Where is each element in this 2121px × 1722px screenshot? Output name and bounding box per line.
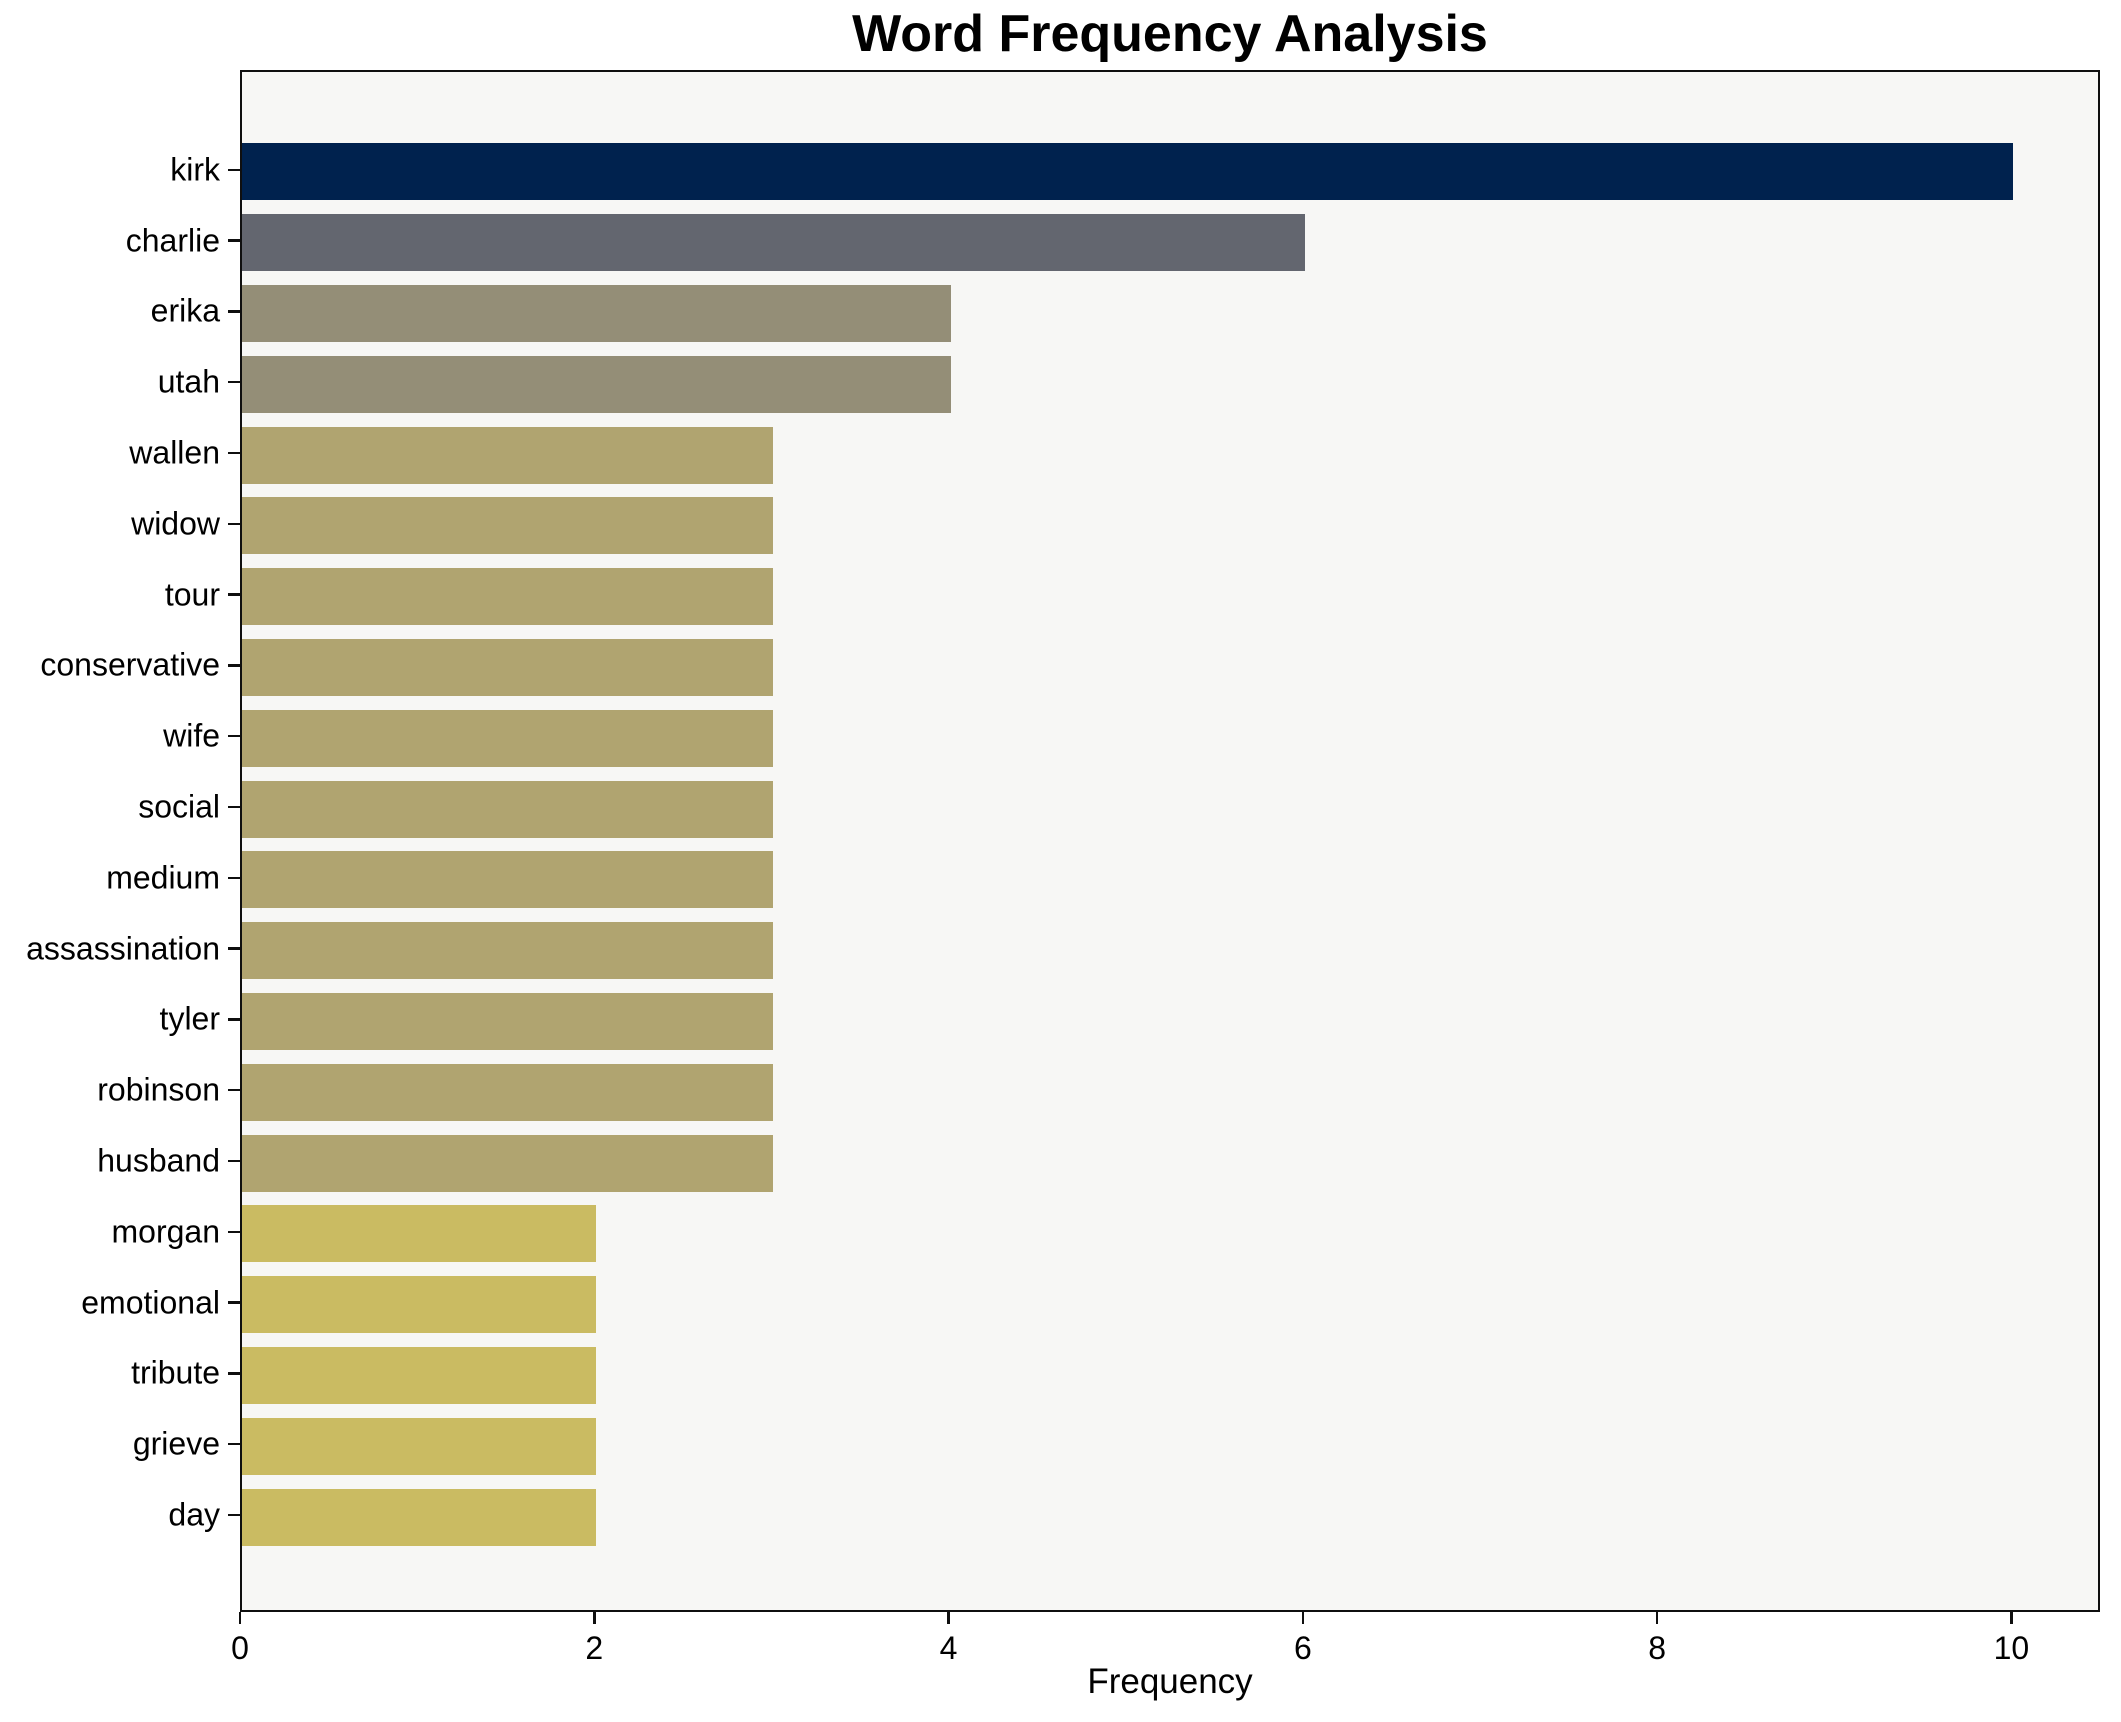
- y-tick-label-grieve: grieve: [132, 1425, 220, 1462]
- bar-assassination: [242, 922, 774, 980]
- x-tick-label-10: 10: [1993, 1630, 2030, 1666]
- y-tick-mark: [228, 310, 240, 313]
- y-tick-mark: [228, 1018, 240, 1021]
- y-tick-label-conservative: conservative: [40, 646, 220, 683]
- y-tick-mark: [228, 876, 240, 880]
- y-tick-label-emotional: emotional: [81, 1284, 220, 1321]
- y-tick-mark: [228, 1088, 240, 1092]
- y-tick-mark: [228, 1230, 240, 1234]
- x-tick-mark: [1301, 1612, 1305, 1624]
- x-tick-label-8: 8: [1648, 1630, 1667, 1666]
- bar-charlie: [242, 214, 1305, 272]
- y-tick-mark: [228, 805, 240, 809]
- bar-day: [242, 1488, 597, 1546]
- y-tick-mark: [228, 1513, 240, 1517]
- y-tick-label-day: day: [168, 1496, 220, 1533]
- y-tick-label-tyler: tyler: [159, 1000, 220, 1037]
- y-tick-label-medium: medium: [106, 859, 220, 896]
- bar-husband: [242, 1134, 774, 1192]
- y-tick-mark: [228, 593, 240, 596]
- chart-title: Word Frequency Analysis: [852, 5, 1488, 63]
- bar-morgan: [242, 1205, 597, 1263]
- y-tick-mark: [228, 734, 240, 738]
- y-tick-mark: [228, 1301, 240, 1304]
- y-tick-label-widow: widow: [131, 505, 220, 542]
- y-tick-label-tour: tour: [164, 576, 220, 613]
- y-tick-label-kirk: kirk: [170, 151, 220, 188]
- bar-kirk: [242, 143, 2014, 201]
- y-tick-mark: [228, 380, 240, 384]
- x-axis-label: Frequency: [1087, 1662, 1253, 1701]
- x-tick-mark: [2010, 1612, 2013, 1624]
- y-tick-mark: [228, 947, 240, 950]
- y-tick-mark: [228, 168, 240, 172]
- bar-emotional: [242, 1276, 597, 1334]
- y-tick-label-wallen: wallen: [129, 434, 220, 471]
- bar-robinson: [242, 1063, 774, 1121]
- bar-widow: [242, 497, 774, 555]
- x-tick-mark: [593, 1612, 596, 1624]
- bar-grieve: [242, 1417, 597, 1475]
- plot-area: [240, 70, 2100, 1612]
- y-tick-mark: [228, 664, 240, 667]
- y-tick-label-erika: erika: [150, 292, 220, 329]
- y-tick-mark: [228, 451, 240, 455]
- y-tick-label-charlie: charlie: [125, 222, 220, 259]
- x-tick-label-4: 4: [939, 1630, 958, 1666]
- bar-conservative: [242, 638, 774, 696]
- y-tick-mark: [228, 239, 240, 242]
- y-tick-mark: [228, 1442, 240, 1446]
- x-tick-label-0: 0: [231, 1630, 249, 1666]
- bar-tribute: [242, 1346, 597, 1404]
- y-tick-label-utah: utah: [157, 363, 220, 400]
- y-tick-label-robinson: robinson: [97, 1071, 220, 1108]
- bar-wallen: [242, 426, 774, 484]
- y-tick-label-tribute: tribute: [131, 1354, 220, 1391]
- bar-tour: [242, 568, 774, 626]
- y-tick-label-assassination: assassination: [26, 930, 220, 967]
- x-tick-mark: [1655, 1612, 1659, 1624]
- x-tick-mark: [947, 1612, 950, 1624]
- y-tick-label-morgan: morgan: [111, 1213, 221, 1250]
- y-tick-label-husband: husband: [97, 1142, 220, 1179]
- bar-erika: [242, 284, 951, 342]
- bar-wife: [242, 709, 774, 767]
- bar-utah: [242, 355, 951, 413]
- bar-tyler: [242, 992, 774, 1050]
- x-tick-mark: [238, 1612, 242, 1624]
- y-tick-label-social: social: [138, 788, 220, 825]
- y-tick-mark: [228, 522, 240, 526]
- bar-medium: [242, 851, 774, 909]
- y-tick-mark: [228, 1372, 240, 1375]
- x-tick-label-6: 6: [1293, 1630, 1312, 1666]
- y-tick-mark: [228, 1159, 240, 1163]
- x-tick-label-2: 2: [585, 1630, 604, 1666]
- bar-social: [242, 780, 774, 838]
- y-tick-label-wife: wife: [163, 717, 220, 754]
